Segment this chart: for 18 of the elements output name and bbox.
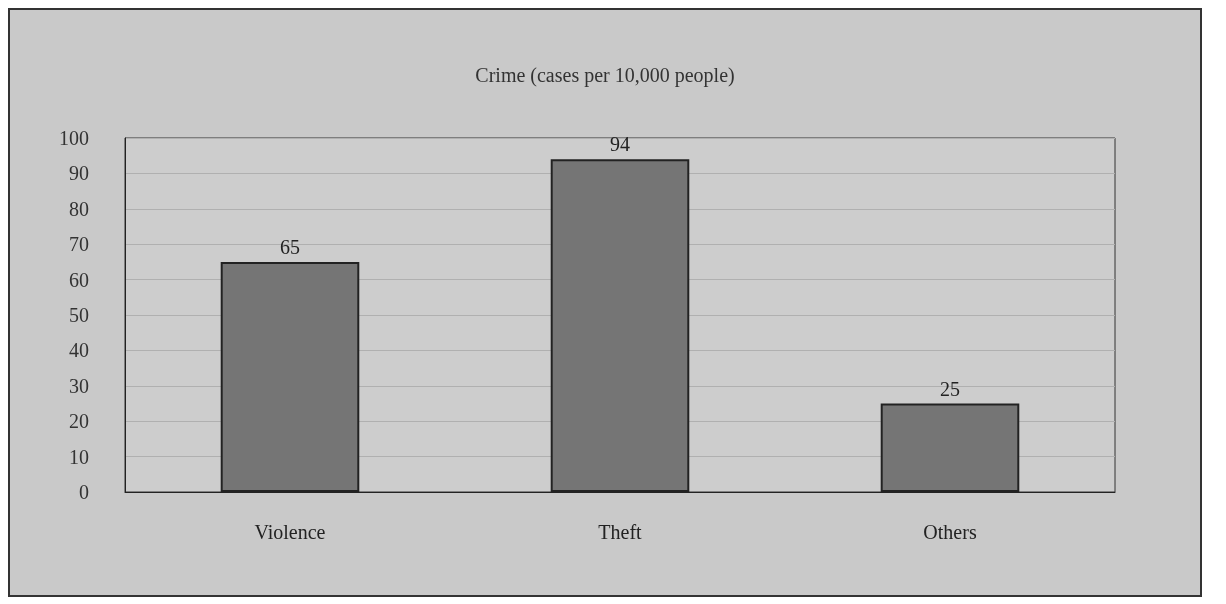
y-tick-label: 100 — [59, 127, 89, 149]
x-tick-label: Others — [923, 521, 977, 543]
data-label: 94 — [610, 133, 630, 156]
chart-title: Crime (cases per 10,000 people) — [475, 64, 735, 87]
y-tick-label: 60 — [69, 268, 89, 291]
y-tick-label: 0 — [79, 481, 89, 503]
y-tick-label: 80 — [69, 197, 89, 220]
y-tick-label: 10 — [69, 445, 89, 468]
y-tick-label: 70 — [69, 233, 89, 256]
y-tick-label: 90 — [69, 162, 89, 185]
data-label: 65 — [280, 235, 300, 258]
y-tick-label: 30 — [69, 374, 89, 397]
y-tick-label: 20 — [69, 410, 89, 433]
x-tick-label: Violence — [254, 521, 326, 543]
x-tick-label: Theft — [598, 521, 643, 543]
y-tick-label: 50 — [69, 304, 89, 326]
y-tick-label: 40 — [69, 339, 89, 362]
data-label: 25 — [940, 377, 960, 400]
